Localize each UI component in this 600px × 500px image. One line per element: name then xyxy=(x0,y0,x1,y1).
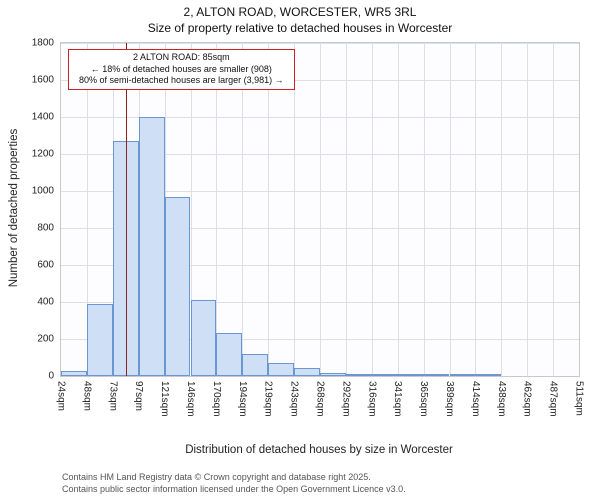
plot-area: 2 ALTON ROAD: 85sqm ← 18% of detached ho… xyxy=(32,38,585,417)
v-gridline xyxy=(371,43,373,376)
y-tick-label: 1800 xyxy=(31,37,54,49)
v-gridline xyxy=(242,43,244,376)
histogram-bar xyxy=(86,303,113,376)
y-axis-label: Number of detached properties xyxy=(8,128,20,288)
x-tick-label: 243sqm xyxy=(288,381,300,417)
histogram-bar xyxy=(242,353,269,376)
x-tick-label: 146sqm xyxy=(185,381,196,417)
histogram-bar xyxy=(345,373,372,376)
property-size-marker-line xyxy=(125,43,128,376)
y-tick-label: 0 xyxy=(48,370,54,382)
x-tick-label: 462sqm xyxy=(521,381,533,417)
x-tick-label: 511sqm xyxy=(573,381,585,416)
x-axis-label: Distribution of detached houses by size … xyxy=(185,444,453,456)
footer-line-1: Contains HM Land Registry data © Crown c… xyxy=(62,472,371,482)
histogram-bar xyxy=(397,374,424,376)
v-gridline xyxy=(345,43,347,376)
chart-title: 2, ALTON ROAD, WORCESTER, WR5 3RL xyxy=(183,5,417,19)
property-annotation-box: 2 ALTON ROAD: 85sqm ← 18% of detached ho… xyxy=(68,49,295,91)
histogram-bar xyxy=(164,197,191,376)
y-tick-label: 1000 xyxy=(31,185,54,197)
y-tick-label: 1400 xyxy=(31,111,54,123)
y-tick-label: 1600 xyxy=(31,74,54,86)
annotation-line-1: 2 ALTON ROAD: 85sqm xyxy=(132,52,230,62)
v-gridline xyxy=(216,43,218,376)
v-gridline xyxy=(397,43,399,376)
x-tick-label: 268sqm xyxy=(314,381,326,417)
y-tick-label: 200 xyxy=(37,333,54,345)
x-tick-label: 487sqm xyxy=(547,381,559,417)
histogram-bar xyxy=(61,371,87,376)
x-tick-label: 316sqm xyxy=(366,381,378,417)
x-tick-label: 24sqm xyxy=(55,381,67,412)
histogram-bar xyxy=(268,363,295,376)
v-gridline xyxy=(268,43,270,376)
v-gridline xyxy=(553,43,555,376)
histogram-bar xyxy=(449,374,476,376)
x-tick-label: 48sqm xyxy=(81,381,93,412)
v-gridline xyxy=(423,43,425,376)
x-tick-label: 414sqm xyxy=(469,381,481,417)
histogram-bar xyxy=(371,374,398,376)
v-gridline xyxy=(527,43,529,376)
histogram-bar xyxy=(216,333,243,376)
footer-line-2: Contains public sector information licen… xyxy=(62,483,406,494)
x-tick-label: 73sqm xyxy=(107,381,119,412)
x-tick-label: 97sqm xyxy=(133,381,145,412)
histogram-bar xyxy=(475,374,502,376)
histogram-bar xyxy=(320,373,346,376)
v-gridline xyxy=(449,43,451,376)
annotation-line-3: 80% of semi-detached houses are larger (… xyxy=(79,75,284,86)
histogram-bar xyxy=(423,374,450,376)
y-tick-label: 1200 xyxy=(31,148,54,160)
annotation-line-2: ← 18% of detached houses are smaller (90… xyxy=(90,63,272,74)
histogram-bar xyxy=(112,141,139,376)
v-gridline xyxy=(86,43,88,376)
v-gridline xyxy=(320,43,321,376)
chart-subtitle: Size of property relative to detached ho… xyxy=(147,21,453,35)
footer: Contains HM Land Registry data © Crown c… xyxy=(62,472,406,495)
x-tick-label: 219sqm xyxy=(262,381,274,417)
x-tick-label: 438sqm xyxy=(495,381,507,417)
x-tick-label: 121sqm xyxy=(159,381,171,417)
x-tick-label: 389sqm xyxy=(444,381,455,417)
x-tick-label: 341sqm xyxy=(392,381,404,417)
x-tick-label: 170sqm xyxy=(210,381,222,417)
v-gridline xyxy=(501,43,503,376)
x-tick-label: 292sqm xyxy=(340,381,352,417)
x-tick-label: 194sqm xyxy=(236,381,248,417)
histogram-bar xyxy=(138,117,165,376)
v-gridline xyxy=(190,43,192,376)
v-gridline xyxy=(294,43,296,376)
histogram-bar xyxy=(294,367,320,376)
y-tick-label: 600 xyxy=(37,259,54,271)
histogram-bar xyxy=(190,300,217,376)
x-tick-label: 365sqm xyxy=(418,381,430,417)
v-gridline xyxy=(475,43,477,376)
y-tick-label: 400 xyxy=(37,296,54,308)
y-tick-label: 800 xyxy=(37,222,54,234)
